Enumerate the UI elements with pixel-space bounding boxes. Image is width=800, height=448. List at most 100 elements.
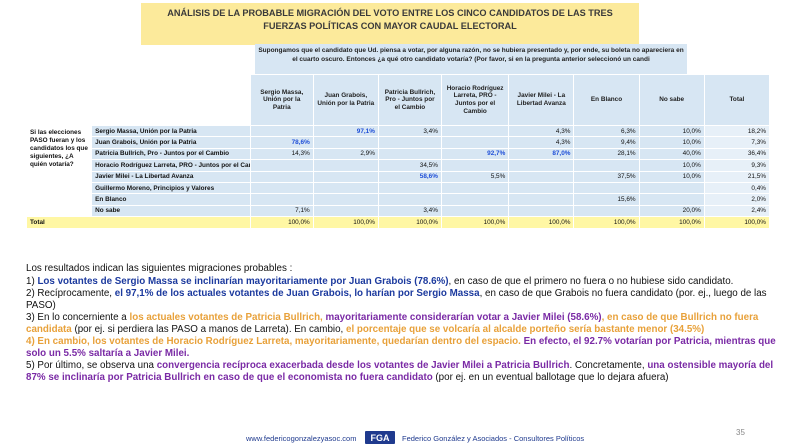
row-label: No sabe xyxy=(91,204,251,218)
row-label: Guillermo Moreno, Principios y Valores xyxy=(91,181,251,195)
column-header: No sabe xyxy=(638,74,705,126)
column-header: Sergio Massa, Unión por la Patria xyxy=(249,74,314,126)
logo-text: FGA xyxy=(371,433,390,443)
table-cell xyxy=(440,181,510,195)
table-cell: 7,3% xyxy=(703,136,771,149)
title-line-1: ANÁLISIS DE LA PROBABLE MIGRACIÓN DEL VO… xyxy=(167,8,613,18)
table-cell xyxy=(249,181,314,195)
table-cell xyxy=(377,181,442,195)
total-label: Total xyxy=(26,216,251,229)
table-cell xyxy=(312,136,379,149)
table-cell xyxy=(312,204,379,218)
table-cell: 4,3% xyxy=(508,136,575,149)
p2-tail: , en caso de que Grabois no fuera candid… xyxy=(26,288,767,311)
column-header: Patricia Bullrich, Pro - Juntos por el C… xyxy=(377,74,442,126)
table-cell xyxy=(249,193,314,206)
table-cell: 2,9% xyxy=(312,147,379,161)
table-cell xyxy=(312,170,379,183)
column-header: Total xyxy=(703,74,771,126)
total-cell: 100,0% xyxy=(573,216,640,229)
paragraph-2: 2) Recíprocamente, el 97,1% de los actua… xyxy=(26,288,786,311)
p1-emphasis: Los votantes de Sergio Massa se inclinar… xyxy=(37,275,449,287)
table-cell xyxy=(440,136,510,149)
table-row: Si las elecciones PASO fueran y los cand… xyxy=(25,124,771,218)
table-cell: 18,2% xyxy=(703,124,771,138)
table-cell: 28,1% xyxy=(573,147,640,161)
row-group-label: Si las elecciones PASO fueran y los cand… xyxy=(25,124,93,218)
p2-prefix: 2) Recíprocamente, xyxy=(26,288,115,300)
website-link[interactable]: www.federicogonzalezyasoc.com xyxy=(246,434,357,443)
paragraph-5: 5) Por último, se observa una convergenc… xyxy=(26,360,786,383)
row-label: Patricia Bullrich, Pro - Juntos por el C… xyxy=(91,147,251,161)
p4-purple: En efecto, el 92.7% votarían por Patrici… xyxy=(26,336,776,359)
table-cell: 3,4% xyxy=(377,124,442,138)
table-cell: 87,0% xyxy=(508,147,575,161)
table-row: Horacio Rodríguez Larreta, PRO - Juntos … xyxy=(27,159,771,172)
table-cell: 37,5% xyxy=(573,170,640,183)
p5-purple-2: una ostensible mayoría del 87% se inclin… xyxy=(26,360,774,383)
column-header: Juan Grabois, Unión por la Patria xyxy=(312,74,379,126)
header-row: Sergio Massa, Unión por la Patria Juan Gr… xyxy=(25,74,771,126)
table-cell xyxy=(508,193,575,206)
table-cell: 14,3% xyxy=(249,147,314,161)
table-cell xyxy=(508,181,575,195)
table-cell xyxy=(312,181,379,195)
p2-emphasis: el 97,1% de los actuales votantes de Jua… xyxy=(114,288,480,300)
table-row: Javier Milei - La Libertad Avanza 58,6% 5,… xyxy=(27,170,771,183)
table-row: Juan Grabois, Unión por la Patria 78,6% 4,… xyxy=(27,136,771,149)
table-cell: 2,0% xyxy=(703,193,771,206)
total-cell: 100,0% xyxy=(377,216,442,229)
table-cell xyxy=(508,159,575,172)
paragraph-3: 3) En lo concerniente a los actuales vot… xyxy=(26,312,786,335)
table-cell xyxy=(377,147,442,161)
migration-table: Sergio Massa, Unión por la Patria Juan Gr… xyxy=(25,74,771,229)
table-cell xyxy=(573,204,640,218)
table-cell xyxy=(638,193,705,206)
p3-plain: (por ej. si perdiera las PASO a manos de… xyxy=(71,323,346,335)
table-cell xyxy=(440,193,510,206)
table-cell: 10,0% xyxy=(638,170,705,183)
table-cell: 3,4% xyxy=(377,204,442,218)
p3-purple: mayoritariamente considerarían votar a J… xyxy=(325,312,602,324)
table-row: No sabe 7,1% 3,4% 20,0% 2,4% xyxy=(27,204,771,218)
table-cell: 97,1% xyxy=(312,124,379,138)
p5-purple-1: convergencia recíproca exacerbada desde … xyxy=(156,360,570,372)
fga-logo-icon: FGA xyxy=(365,431,395,444)
p5-plain: . Concretamente, xyxy=(569,360,648,372)
table-cell: 4,3% xyxy=(508,124,575,138)
table-cell xyxy=(377,136,442,149)
table-cell xyxy=(638,181,705,195)
table-cell: 15,6% xyxy=(573,193,640,206)
p3-orange-1: los actuales votantes de Patricia Bullri… xyxy=(129,312,326,324)
table-cell: 21,5% xyxy=(703,170,771,183)
table-cell: 20,0% xyxy=(638,204,705,218)
table-row: Patricia Bullrich, Pro - Juntos por el C… xyxy=(27,147,771,161)
table-cell: 7,1% xyxy=(249,204,314,218)
p4-prefix: 4) En cambio, xyxy=(26,336,93,348)
table-cell xyxy=(508,204,575,218)
column-header: Javier Milei - La Libertad Avanza xyxy=(508,74,575,126)
column-header: En Blanco xyxy=(573,74,640,126)
footer: www.federicogonzalezyasoc.com FGA Federi… xyxy=(0,431,800,445)
header-blank xyxy=(91,74,251,126)
table-cell: 34,5% xyxy=(377,159,442,172)
brand-name: Federico González y Asociados - Consulto… xyxy=(402,434,585,443)
intro-paragraph: Los resultados indican las siguientes mi… xyxy=(26,263,293,274)
p3-orange-3: el porcentaje que se volcaría al alcalde… xyxy=(346,323,705,335)
row-label: Horacio Rodríguez Larreta, PRO - Juntos … xyxy=(91,159,251,172)
table-cell: 40,0% xyxy=(638,147,705,161)
table-cell xyxy=(249,124,314,138)
table-cell: 2,4% xyxy=(703,204,771,218)
column-header: Horacio Rodríguez Larreta, PRO - Juntos … xyxy=(440,74,510,126)
total-cell: 100,0% xyxy=(508,216,575,229)
table-cell: 10,0% xyxy=(638,124,705,138)
table-row: Guillermo Moreno, Principios y Valores 0,… xyxy=(27,181,771,195)
table-cell: 36,4% xyxy=(703,147,771,161)
p3-orange-2: , en caso de que Bullrich no fuera candi… xyxy=(26,312,759,335)
total-cell: 100,0% xyxy=(440,216,510,229)
p5-prefix: 5) Por último, se observa una xyxy=(26,360,157,372)
paragraph-4: 4) En cambio, los votantes de Horacio Ro… xyxy=(26,336,786,359)
table-row: En Blanco 15,6% 2,0% xyxy=(27,193,771,206)
table-cell: 9,4% xyxy=(573,136,640,149)
table-cell: 92,7% xyxy=(440,147,510,161)
